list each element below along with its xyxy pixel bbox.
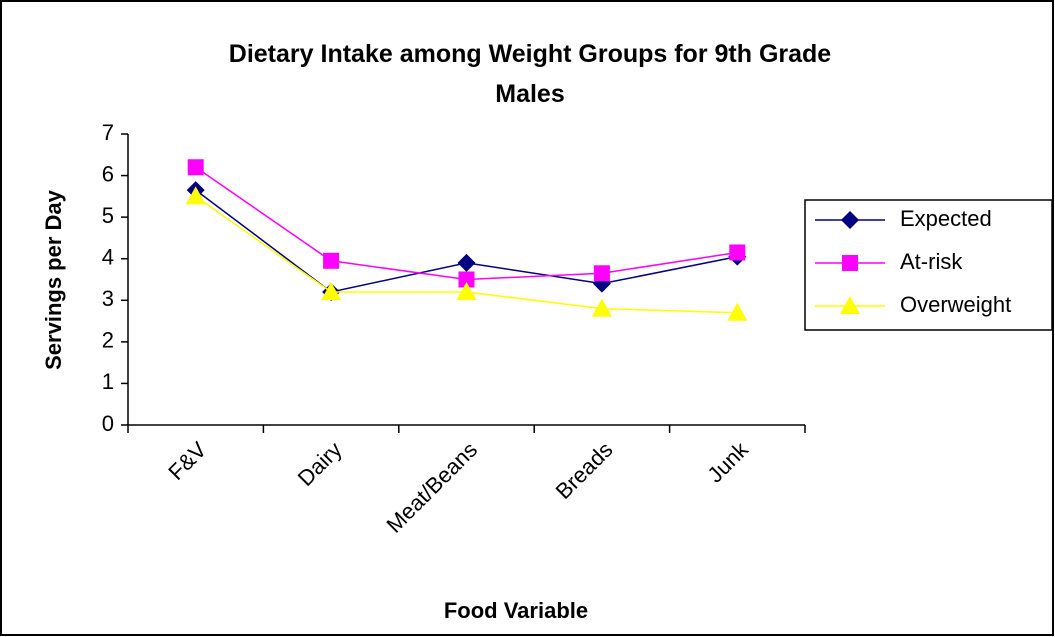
y-tick-label: 2	[102, 328, 114, 353]
data-point	[458, 271, 475, 288]
legend-marker	[840, 296, 860, 314]
chart-title: Dietary Intake among Weight Groups for 9…	[228, 40, 832, 108]
data-point	[593, 265, 610, 282]
data-point	[185, 186, 206, 205]
legend-label: At-risk	[900, 249, 963, 274]
y-axis-label: Servings per Day	[41, 189, 66, 370]
y-tick-label: 5	[102, 203, 114, 228]
x-axis-label: Food Variable	[444, 598, 588, 623]
y-tick-label: 7	[102, 120, 114, 145]
y-tick-label: 4	[102, 245, 114, 270]
data-point	[591, 298, 612, 317]
x-tick-label: Junk	[702, 436, 753, 487]
legend-label: Overweight	[900, 292, 1011, 317]
data-point	[457, 253, 476, 272]
data-point	[321, 281, 342, 300]
data-point	[187, 159, 204, 176]
data-point	[323, 252, 340, 269]
legend-label: Expected	[900, 206, 992, 231]
legend-marker	[842, 255, 858, 271]
y-tick-label: 1	[102, 369, 114, 394]
x-tick-label: Meat/Beans	[381, 437, 482, 538]
legend-marker	[841, 211, 859, 229]
data-point	[727, 302, 748, 321]
y-tick-label: 3	[102, 286, 114, 311]
y-tick-label: 0	[102, 411, 114, 436]
x-tick-label: Breads	[551, 437, 618, 504]
x-tick-label: Dairy	[293, 437, 347, 491]
data-point	[456, 281, 477, 300]
y-tick-label: 6	[102, 161, 114, 186]
x-tick-label: F&V	[163, 437, 211, 485]
data-point	[729, 244, 746, 261]
